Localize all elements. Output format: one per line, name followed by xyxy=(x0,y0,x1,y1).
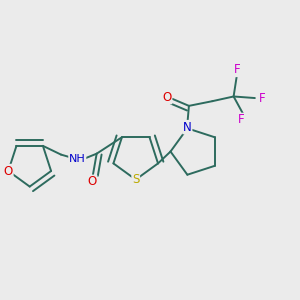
Text: NH: NH xyxy=(69,154,86,164)
Text: O: O xyxy=(4,164,13,178)
Text: S: S xyxy=(132,173,140,186)
Text: F: F xyxy=(238,113,245,126)
Text: N: N xyxy=(183,121,192,134)
Text: F: F xyxy=(233,63,240,76)
Text: O: O xyxy=(87,175,97,188)
Text: O: O xyxy=(162,91,172,103)
Text: F: F xyxy=(258,92,265,104)
